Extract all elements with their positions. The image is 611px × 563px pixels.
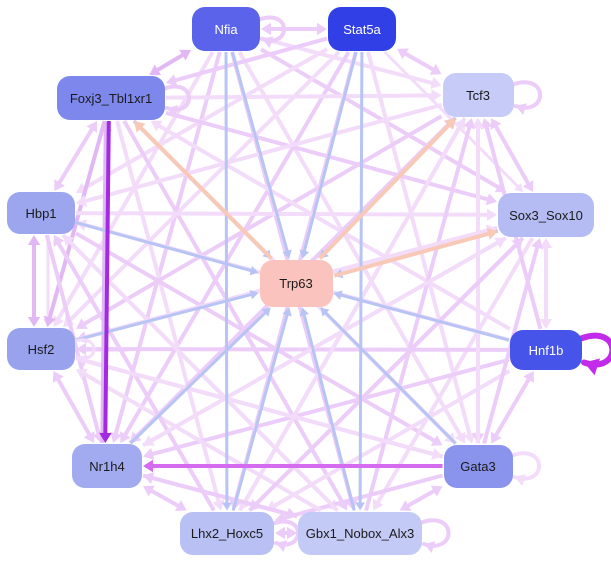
node-trp63[interactable]: Trp63 — [259, 259, 333, 307]
node-sox3-sox10[interactable]: Sox3_Sox10 — [498, 193, 594, 237]
node-tcf3[interactable]: Tcf3 — [442, 73, 514, 117]
node-gata3[interactable]: Gata3 — [443, 444, 513, 488]
node-nfia[interactable]: Nfia — [192, 7, 260, 51]
node-hsf2[interactable]: Hsf2 — [7, 328, 75, 370]
node-gbx1-nobox-alx3[interactable]: Gbx1_Nobox_Alx3 — [298, 511, 422, 555]
node-hnf1b[interactable]: Hnf1b — [510, 330, 582, 370]
node-stat5a[interactable]: Stat5a — [328, 7, 396, 51]
node-hbp1[interactable]: Hbp1 — [7, 192, 75, 234]
node-foxj3-tbl1xr1[interactable]: Foxj3_Tbl1xr1 — [57, 76, 165, 120]
node-lhx2-hoxc5[interactable]: Lhx2_Hoxc5 — [180, 511, 274, 555]
node-nr1h4[interactable]: Nr1h4 — [72, 444, 142, 488]
